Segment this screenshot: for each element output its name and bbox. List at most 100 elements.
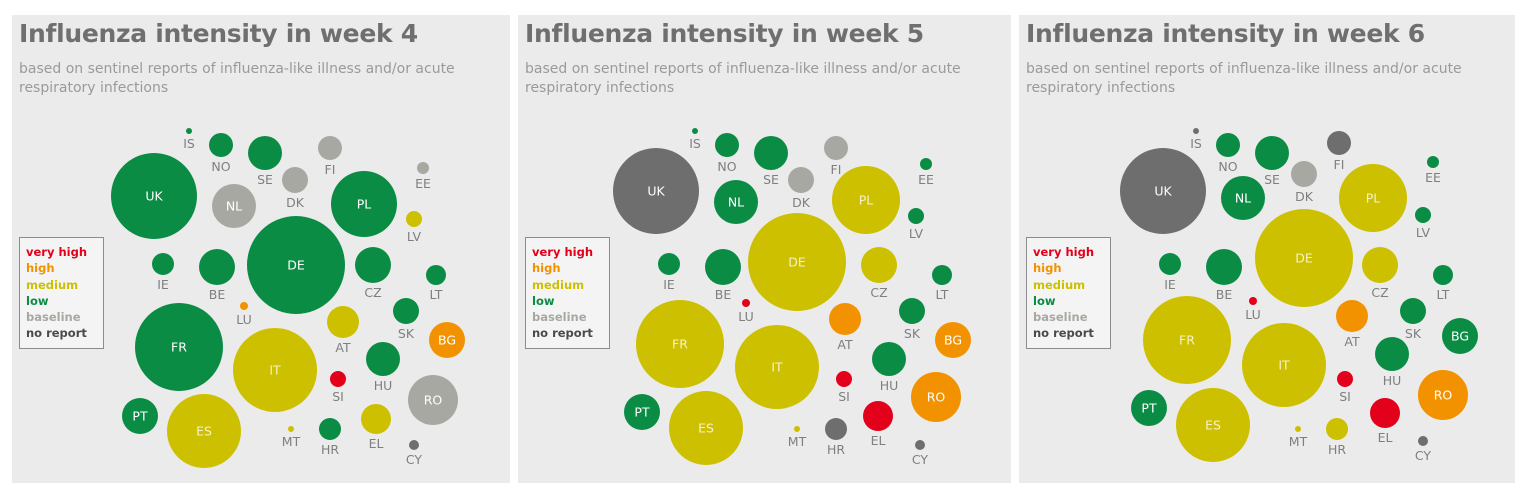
bubble-cz: CZ [355,247,391,300]
bubble-circle-si [836,371,852,387]
bubble-lu: LU [1245,297,1261,322]
bubble-ee: EE [1425,156,1441,185]
bubble-lt: LT [426,265,446,302]
legend-item-baseline: baseline [1033,310,1088,325]
bubble-el: EL [361,404,391,451]
bubble-circle-de [748,213,846,311]
bubble-si: SI [330,371,346,404]
bubble-label-fr: FR [171,340,187,355]
bubble-label-lt: LT [936,287,949,302]
bubble-it: IT [233,328,317,412]
bubble-circle-dk [788,167,814,193]
legend-item-no-report: no report [26,326,87,341]
bubble-is: IS [1190,128,1202,151]
bubble-fr: FR [1143,296,1231,384]
bubble-circle-nl [714,180,758,224]
bubble-sk: SK [1400,298,1426,341]
legend-item-baseline: baseline [26,310,81,325]
bubble-label-ro: RO [1434,388,1453,403]
legend-item-baseline: baseline [532,310,587,325]
bubble-hr: HR [1326,418,1348,457]
bubble-circle-pl [832,166,900,234]
bubble-label-lt: LT [1437,287,1450,302]
bubble-label-ro: RO [424,393,443,408]
legend-item-low: low [532,293,555,308]
bubble-circle-at [829,303,861,335]
bubble-label-pt: PT [634,405,650,420]
bubble-circle-it [1242,323,1326,407]
bubble-circle-cy [1418,436,1428,446]
legend-item-medium: medium [1033,277,1086,292]
bubble-label-mt: MT [788,434,807,449]
bubble-circle-it [735,325,819,409]
bubble-circle-be [1206,249,1242,285]
bubble-ee: EE [415,162,431,191]
bubble-label-is: IS [183,136,195,151]
bubble-circle-cz [1362,247,1398,283]
bubble-circle-lv [406,211,422,227]
bubble-hu: HU [1375,337,1409,388]
bubble-lt: LT [1433,265,1453,302]
bubble-label-hu: HU [374,378,393,393]
bubble-fi: FI [1327,131,1351,172]
bubble-fr: FR [636,300,724,388]
bubble-label-ie: IE [663,277,675,292]
bubble-nl: NL [714,180,758,224]
bubble-dk: DK [282,167,308,210]
bubble-circle-lv [908,208,924,224]
bubble-circle-be [199,249,235,285]
bubble-circle-it [233,328,317,412]
chart-panel-week-4: Influenza intensity in week 4 based on s… [12,15,510,483]
bubble-label-no: NO [211,159,230,174]
bubble-label-lv: LV [407,229,422,244]
chart-panel-week-6: Influenza intensity in week 6 based on s… [1019,15,1515,483]
bubble-label-no: NO [717,159,736,174]
bubble-ie: IE [152,253,174,292]
bubble-de: DE [748,213,846,311]
bubble-circle-hr [319,418,341,440]
bubble-circle-si [330,371,346,387]
bubble-circle-bg [935,322,971,358]
bubble-circle-is [1193,128,1199,134]
bubble-circle-ro [911,372,961,422]
bubble-circle-cz [355,247,391,283]
bubble-label-at: AT [1344,334,1360,349]
bubble-label-lt: LT [430,287,443,302]
bubble-label-it: IT [771,360,783,375]
bubble-circle-se [1255,136,1289,170]
bubble-el: EL [1370,398,1400,445]
bubble-label-nl: NL [1235,191,1251,206]
bubble-label-cy: CY [406,452,423,467]
bubble-label-pl: PL [1366,191,1381,206]
bubble-circle-fi [1327,131,1351,155]
bubble-lt: LT [932,265,952,302]
bubble-uk: UK [111,153,197,239]
bubble-label-pt: PT [132,409,148,424]
legend-item-medium: medium [532,277,585,292]
bubble-circle-se [248,136,282,170]
bubble-si: SI [836,371,852,404]
bubble-circle-is [186,128,192,134]
bubble-label-is: IS [689,136,701,151]
bubble-circle-cy [915,440,925,450]
bubble-label-se: SE [257,172,273,187]
bubble-label-fr: FR [1179,333,1195,348]
bubble-label-nl: NL [728,195,744,210]
bubble-label-es: ES [1205,418,1221,433]
bubble-circle-fr [636,300,724,388]
bubble-circle-es [167,394,241,468]
bubble-label-bg: BG [944,333,962,348]
bubble-circle-at [1336,300,1368,332]
bubble-fi: FI [318,136,342,177]
bubble-at: AT [327,306,359,355]
bubble-label-sk: SK [904,326,921,341]
bubble-pt: PT [122,398,158,434]
bubble-pt: PT [1131,390,1167,426]
legend-item-very-high: very high [532,245,594,259]
bubble-label-mt: MT [282,434,301,449]
bubble-hr: HR [825,418,847,457]
bubble-circle-es [669,391,743,465]
bubble-circle-ee [920,158,932,170]
bubble-circle-no [209,133,233,157]
bubble-label-es: ES [196,424,212,439]
